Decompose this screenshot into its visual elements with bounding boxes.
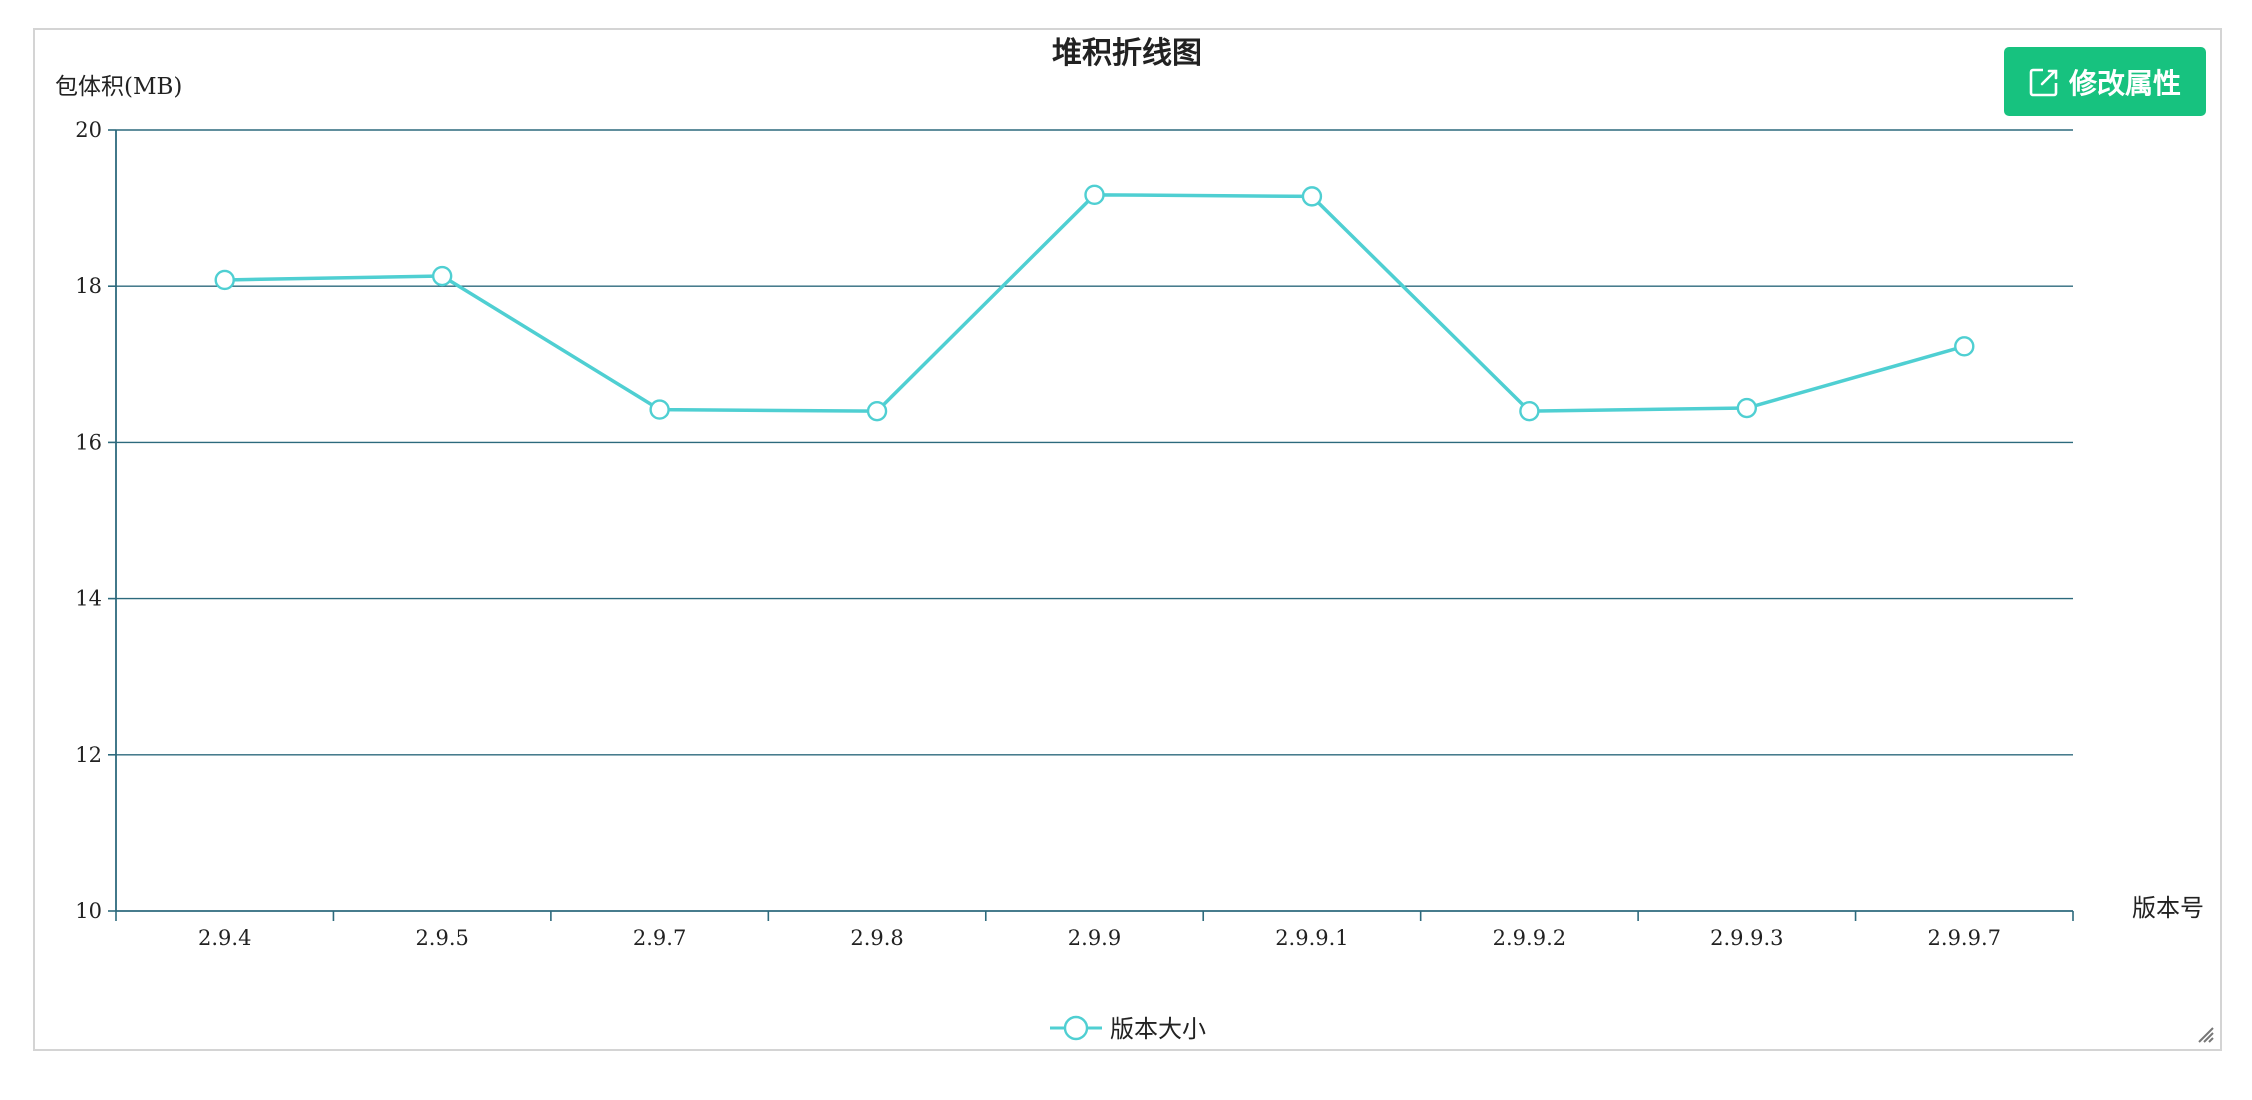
chart-panel bbox=[33, 28, 2222, 1051]
x-tick-label: 2.9.9.2 bbox=[1493, 926, 1566, 950]
data-point bbox=[1301, 186, 1323, 207]
edit-icon bbox=[2029, 67, 2059, 97]
series-layer bbox=[214, 184, 1975, 422]
data-point bbox=[214, 269, 235, 291]
x-tick-label: 2.9.9.7 bbox=[1928, 926, 2001, 950]
data-point bbox=[1084, 184, 1105, 206]
x-tick-label: 2.9.8 bbox=[850, 926, 903, 950]
data-point bbox=[866, 400, 888, 422]
edit-properties-button[interactable]: 修改属性 bbox=[2004, 47, 2206, 116]
x-tick-label: 2.9.9.1 bbox=[1275, 926, 1348, 950]
legend-label: 版本大小 bbox=[1110, 1015, 1206, 1043]
legend[interactable]: 版本大小 bbox=[1050, 1015, 1206, 1043]
x-tick-label: 2.9.9.3 bbox=[1710, 926, 1783, 950]
y-tick-label: 20 bbox=[75, 118, 102, 142]
y-tick-label: 10 bbox=[75, 899, 102, 923]
data-point bbox=[1736, 397, 1758, 419]
x-tick-label: 2.9.5 bbox=[415, 926, 468, 950]
resize-handle-icon[interactable] bbox=[2195, 1024, 2215, 1044]
y-tick-label: 18 bbox=[75, 274, 102, 298]
axes: 10 12 14 16 18 20 2.9.4 2.9.5 2.9.7 2.9.8 2.9.9 2.9… bbox=[75, 118, 2074, 950]
chart-title: 堆积折线图 bbox=[1052, 36, 1202, 71]
data-point bbox=[431, 265, 453, 287]
legend-marker bbox=[1063, 1015, 1089, 1041]
data-point bbox=[1519, 400, 1540, 422]
y-tick-label: 12 bbox=[75, 743, 102, 767]
grid-lines bbox=[116, 129, 2073, 756]
x-tick-label: 2.9.9 bbox=[1068, 926, 1121, 950]
y-tick-label: 14 bbox=[75, 587, 102, 611]
x-tick-label: 2.9.4 bbox=[198, 926, 251, 950]
edit-button-label: 修改属性 bbox=[2068, 66, 2181, 100]
data-point bbox=[649, 399, 670, 420]
data-point bbox=[1954, 336, 1975, 357]
y-tick-label: 16 bbox=[75, 430, 102, 454]
y-axis-title: 包体积(MB) bbox=[55, 74, 182, 100]
x-tick-label: 2.9.7 bbox=[633, 926, 686, 950]
series-line bbox=[224, 193, 1965, 413]
x-axis-title: 版本号 bbox=[2132, 894, 2204, 922]
